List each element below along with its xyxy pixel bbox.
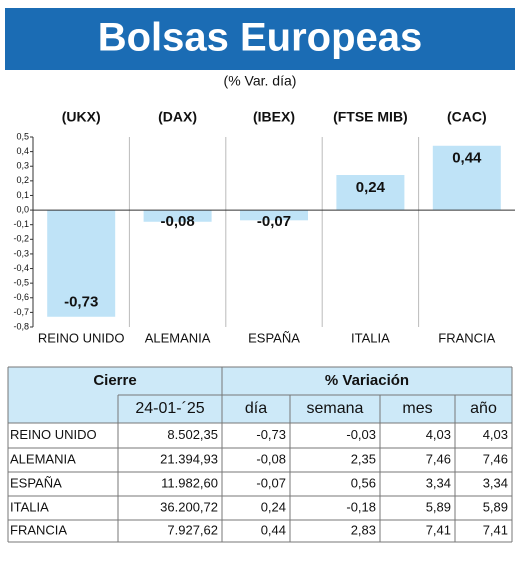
y-tick-label: 0,2 (16, 175, 29, 185)
y-tick-label: 0,0 (16, 204, 29, 214)
table-cell: 4,03 (426, 427, 451, 442)
group-header: Cierre (93, 372, 136, 389)
column-header: mes (402, 400, 432, 417)
row-name: ALEMANIA (10, 451, 76, 466)
chart-subtitle: (% Var. día) (224, 73, 297, 89)
table-cell: 7,41 (483, 522, 508, 537)
bar (336, 175, 405, 211)
index-label: (IBEX) (253, 109, 295, 125)
table-cell: 3,34 (483, 475, 508, 490)
table-cell: 7,46 (483, 451, 508, 466)
y-tick-label: -0,6 (13, 292, 29, 302)
x-tick-label: FRANCIA (438, 330, 495, 345)
row-name: REINO UNIDO (10, 427, 97, 442)
index-label: (DAX) (158, 109, 197, 125)
row-name: FRANCIA (10, 522, 67, 537)
x-tick-label: ALEMANIA (145, 330, 211, 345)
column-header: 24-01-´25 (135, 400, 204, 417)
x-tick-label: ITALIA (351, 330, 390, 345)
table-cell: -0,73 (256, 427, 286, 442)
table-cell: 7,46 (426, 451, 451, 466)
table-cell: 2,35 (351, 451, 376, 466)
table-cell: 21.394,93 (160, 451, 218, 466)
bar (47, 210, 116, 317)
table-cell: 0,44 (261, 522, 286, 537)
table-cell: 4,03 (483, 427, 508, 442)
y-tick-label: -0,5 (13, 278, 29, 288)
x-tick-label: ESPAÑA (248, 330, 300, 345)
table-cell: -0,07 (256, 475, 286, 490)
index-label: (CAC) (447, 109, 487, 125)
y-tick-label: -0,3 (13, 248, 29, 258)
table-cell: 5,89 (483, 499, 508, 514)
bar (240, 210, 308, 221)
y-tick-label: -0,2 (13, 234, 29, 244)
bar (143, 210, 212, 222)
bar (432, 145, 501, 211)
data-label: 0,44 (452, 150, 482, 167)
row-name: ESPAÑA (10, 475, 62, 490)
table-cell: -0,08 (256, 451, 286, 466)
index-label: (FTSE MIB) (333, 109, 408, 125)
y-tick-label: -0,8 (13, 321, 29, 331)
table-cell: -0,18 (346, 499, 376, 514)
column-header: día (245, 400, 267, 417)
group-header: % Variación (325, 372, 409, 389)
table-cell: 7.927,62 (167, 522, 218, 537)
chart-title: Bolsas Europeas (98, 16, 423, 60)
column-header: año (470, 400, 497, 417)
table-cell: 36.200,72 (160, 499, 218, 514)
data-label: -0,07 (257, 213, 291, 230)
table-cell: 0,56 (351, 475, 376, 490)
column-header: semana (307, 400, 364, 417)
data-label: -0,08 (160, 213, 194, 230)
table-cell: 3,34 (426, 475, 451, 490)
data-label: 0,24 (356, 179, 386, 196)
y-tick-label: 0,1 (16, 190, 29, 200)
y-tick-label: -0,1 (13, 219, 29, 229)
table-cell: 2,83 (351, 522, 376, 537)
table-cell: 8.502,35 (167, 427, 218, 442)
y-tick-label: 0,3 (16, 161, 29, 171)
y-tick-label: 0,4 (16, 146, 29, 156)
data-label: -0,73 (64, 294, 98, 311)
table-cell: 0,24 (261, 499, 286, 514)
title-banner (5, 8, 515, 70)
table-cell: 7,41 (426, 522, 451, 537)
y-tick-label: -0,4 (13, 263, 29, 273)
y-tick-label: -0,7 (13, 307, 29, 317)
row-name: ITALIA (10, 499, 49, 514)
y-tick-label: 0,5 (16, 131, 29, 141)
x-tick-label: REINO UNIDO (38, 330, 125, 345)
table-cell: -0,03 (346, 427, 376, 442)
table-cell: 5,89 (426, 499, 451, 514)
table-cell: 11.982,60 (161, 475, 218, 490)
index-label: (UKX) (62, 109, 101, 125)
